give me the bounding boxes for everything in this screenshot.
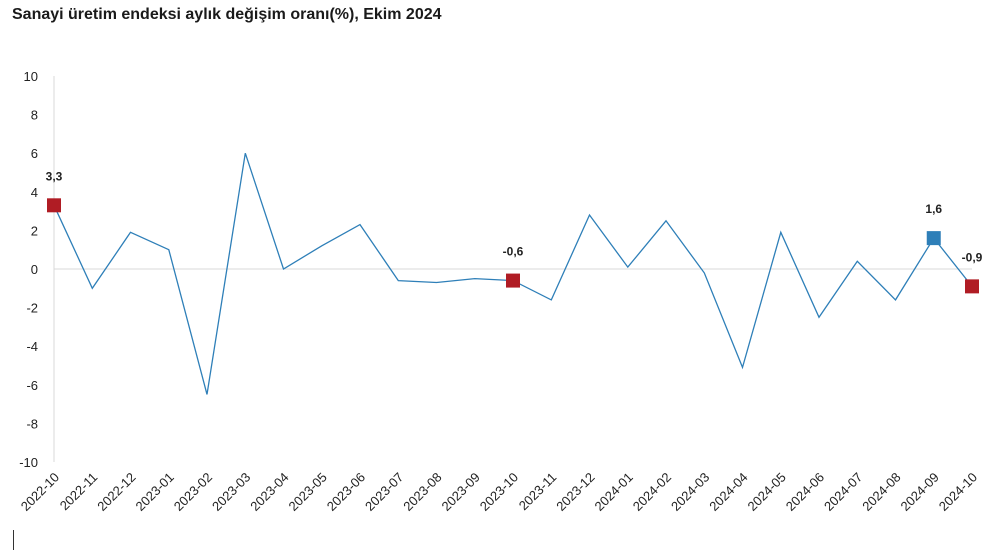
x-tick-label: 2023-08 (400, 470, 444, 514)
y-tick-label: -10 (19, 455, 38, 470)
x-tick-label: 2024-08 (859, 470, 903, 514)
y-tick-label: 0 (31, 262, 38, 277)
data-label: 1,6 (925, 202, 942, 216)
y-tick-label: -4 (26, 339, 38, 354)
data-label: 3,3 (46, 169, 63, 183)
highlight-point (926, 231, 941, 246)
x-tick-label: 2023-02 (171, 470, 215, 514)
x-tick-label: 2022-10 (18, 470, 62, 514)
x-tick-label: 2024-01 (592, 470, 636, 514)
x-tick-label: 2024-09 (898, 470, 942, 514)
y-tick-label: -8 (26, 416, 38, 431)
x-tick-label: 2024-02 (630, 470, 674, 514)
x-tick-label: 2024-07 (821, 470, 865, 514)
x-tick-label: 2022-12 (94, 470, 138, 514)
y-tick-label: -2 (26, 301, 38, 316)
x-tick-label: 2023-11 (516, 470, 560, 514)
x-tick-label: 2024-06 (783, 470, 827, 514)
y-tick-label: 4 (31, 185, 38, 200)
data-label: -0,6 (503, 245, 524, 259)
x-tick-label: 2023-04 (247, 470, 291, 514)
y-axis-ticks: 10 8 6 4 2 0 -2 -4 -6 -8 -10 (19, 69, 38, 470)
y-tick-label: 2 (31, 223, 38, 238)
y-tick-label: 10 (24, 69, 38, 84)
x-tick-label: 2023-05 (286, 470, 330, 514)
y-tick-label: 6 (31, 146, 38, 161)
x-tick-label: 2023-12 (553, 470, 597, 514)
x-tick-label: 2023-03 (209, 470, 253, 514)
x-tick-label: 2023-10 (477, 470, 521, 514)
x-tick-label: 2023-01 (133, 470, 177, 514)
highlight-markers: 3,3 -0,6 1,6 -0,9 (46, 169, 983, 294)
text-cursor (13, 530, 14, 550)
y-tick-label: -6 (26, 378, 38, 393)
x-tick-label: 2024-05 (745, 470, 789, 514)
highlight-point (47, 198, 61, 213)
highlight-point (965, 279, 979, 294)
highlight-point (506, 273, 520, 288)
x-axis-ticks: 2022-102022-112022-122023-012023-022023-… (18, 470, 980, 514)
x-tick-label: 2024-10 (936, 470, 980, 514)
data-label: -0,9 (962, 250, 983, 264)
x-tick-label: 2024-03 (668, 470, 712, 514)
x-tick-label: 2023-09 (439, 470, 483, 514)
x-tick-label: 2024-04 (706, 470, 750, 514)
y-tick-label: 8 (31, 108, 38, 123)
chart-title: Sanayi üretim endeksi aylık değişim oran… (12, 6, 442, 23)
x-tick-label: 2023-06 (324, 470, 368, 514)
x-tick-label: 2023-07 (362, 470, 406, 514)
x-tick-label: 2022-11 (57, 470, 101, 514)
